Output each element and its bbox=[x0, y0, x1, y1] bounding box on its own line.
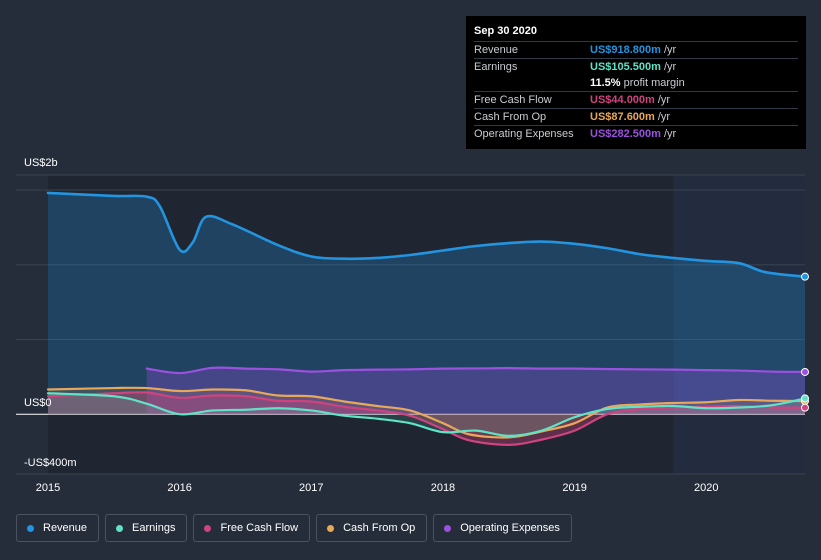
tooltip-label: Operating Expenses bbox=[474, 128, 574, 140]
series-line-cash-from-op bbox=[46, 386, 807, 439]
legend-label: Free Cash Flow bbox=[220, 522, 299, 534]
tooltip-unit: /yr bbox=[663, 128, 677, 140]
tooltip-row-operating-expenses: Operating Expenses US$282.500m /yr bbox=[474, 125, 798, 142]
x-tick-label: 2017 bbox=[299, 482, 323, 494]
tooltip-row-cash-from-op: Cash From Op US$87.600m /yr bbox=[474, 108, 798, 125]
y-label-zero: US$0 bbox=[24, 397, 52, 409]
tooltip-value: 11.5% bbox=[590, 77, 621, 89]
tooltip-value: US$918.800m bbox=[590, 44, 661, 56]
legend-label: Earnings bbox=[132, 522, 176, 534]
series-area-cash-from-op bbox=[48, 387, 805, 438]
tooltip-unit: /yr bbox=[663, 61, 677, 73]
legend-item-operating-expenses[interactable]: Operating Expenses bbox=[433, 514, 572, 542]
tooltip-label: Earnings bbox=[474, 61, 518, 73]
x-tick-label: 2016 bbox=[167, 482, 191, 494]
legend-label: Revenue bbox=[43, 522, 88, 534]
tooltip-label bbox=[474, 75, 590, 91]
series-area-revenue bbox=[48, 192, 805, 415]
legend-dot-icon bbox=[444, 524, 452, 532]
tooltip-unit: /yr bbox=[657, 94, 671, 106]
tooltip-unit: /yr bbox=[663, 44, 677, 56]
series-lines bbox=[46, 191, 807, 446]
tooltip-row-earnings: Earnings US$105.500m /yr bbox=[474, 58, 798, 75]
tooltip-value: US$87.600m bbox=[590, 111, 655, 123]
tooltip-row-revenue: Revenue US$918.800m /yr bbox=[474, 41, 798, 58]
series-areas bbox=[48, 192, 805, 445]
tooltip-row-profit-margin: 11.5% profit margin bbox=[474, 75, 798, 91]
legend-dot-icon bbox=[204, 524, 212, 532]
legend-label: Cash From Op bbox=[343, 522, 416, 534]
tooltip-value: US$282.500m bbox=[590, 128, 661, 140]
series-line-revenue bbox=[46, 191, 807, 278]
tooltip-label: Revenue bbox=[474, 44, 519, 56]
series-area-earnings bbox=[48, 393, 805, 436]
gridlines bbox=[16, 174, 805, 475]
series-line-earnings bbox=[46, 392, 807, 437]
legend-label: Operating Expenses bbox=[460, 522, 560, 534]
end-marker-operating-expenses bbox=[801, 367, 809, 376]
legend-dot-icon bbox=[27, 524, 34, 532]
x-tick-label: 2015 bbox=[36, 482, 60, 494]
end-marker-revenue bbox=[801, 272, 809, 281]
x-tick-label: 2018 bbox=[431, 482, 455, 494]
series-end-markers bbox=[801, 272, 809, 412]
legend-dot-icon bbox=[327, 524, 335, 532]
legend-item-free-cash-flow[interactable]: Free Cash Flow bbox=[193, 514, 311, 542]
tooltip-value: US$44.000m bbox=[590, 94, 655, 106]
legend-item-revenue[interactable]: Revenue bbox=[16, 514, 100, 542]
series-line-operating-expenses bbox=[145, 366, 807, 375]
legend-item-earnings[interactable]: Earnings bbox=[105, 514, 188, 542]
legend-dot-icon bbox=[116, 524, 124, 532]
series-area-free-cash-flow bbox=[48, 392, 805, 445]
tooltip-label: Cash From Op bbox=[474, 111, 547, 123]
tooltip-row-free-cash-flow: Free Cash Flow US$44.000m /yr bbox=[474, 91, 798, 108]
y-label-bottom: -US$400m bbox=[24, 457, 77, 469]
tooltip-label: Free Cash Flow bbox=[474, 94, 552, 106]
tooltip-unit: profit margin bbox=[623, 77, 685, 89]
x-axis-ticks: 2015 2016 2017 2018 2019 2020 bbox=[36, 482, 719, 494]
forecast-region bbox=[673, 175, 805, 474]
tooltip-panel: Sep 30 2020 Revenue US$918.800m /yr Earn… bbox=[466, 16, 806, 149]
end-marker-earnings bbox=[801, 394, 809, 403]
legend: Revenue Earnings Free Cash Flow Cash Fro… bbox=[16, 514, 572, 542]
tooltip-date: Sep 30 2020 bbox=[474, 25, 537, 37]
x-tick-label: 2020 bbox=[694, 482, 718, 494]
x-tick-label: 2019 bbox=[562, 482, 586, 494]
tooltip-value: US$105.500m bbox=[590, 61, 661, 73]
legend-item-cash-from-op[interactable]: Cash From Op bbox=[316, 514, 428, 542]
tooltip-unit: /yr bbox=[657, 111, 671, 123]
end-marker-free-cash-flow bbox=[801, 403, 809, 412]
y-label-top: US$2b bbox=[24, 157, 58, 169]
